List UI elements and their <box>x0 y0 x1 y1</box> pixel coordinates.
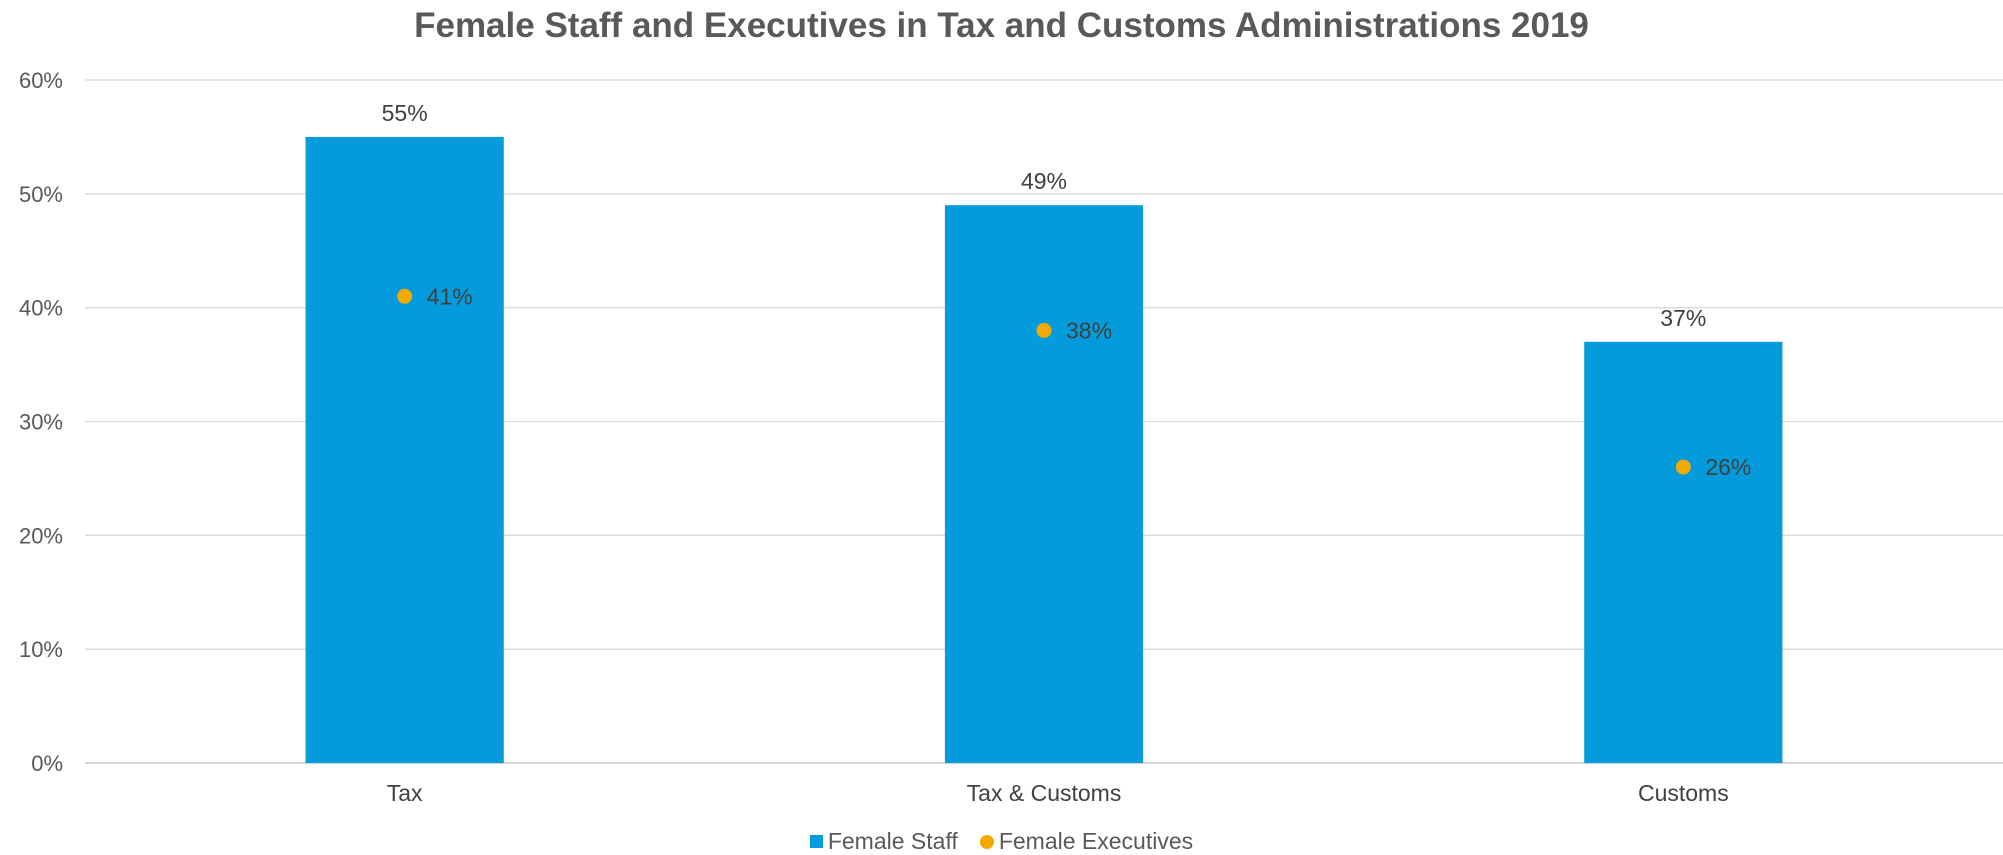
bar-data-label: 55% <box>382 100 428 126</box>
y-tick-label: 20% <box>19 523 63 548</box>
y-tick-label: 0% <box>31 751 63 776</box>
legend-item-female-staff: Female Staff <box>809 828 958 855</box>
legend-label: Female Executives <box>998 828 1194 854</box>
marker-data-label: 38% <box>1066 317 1112 343</box>
legend: Female Staff Female Executives <box>0 828 2003 855</box>
marker-point <box>397 288 413 304</box>
legend-square-icon <box>809 835 823 848</box>
legend-item-female-executives: Female Executives <box>979 828 1194 855</box>
y-tick-label: 60% <box>19 68 63 93</box>
y-tick-label: 40% <box>19 296 63 321</box>
x-tick-label: Tax & Customs <box>967 780 1122 806</box>
bar-data-label: 37% <box>1660 305 1706 331</box>
bar <box>1584 341 1783 763</box>
marker-point <box>1036 322 1052 338</box>
legend-label: Female Staff <box>827 828 958 854</box>
y-tick-label: 10% <box>19 637 63 662</box>
x-tick-label: Customs <box>1638 780 1729 806</box>
bar <box>305 136 504 763</box>
chart-title: Female Staff and Executives in Tax and C… <box>414 6 1589 45</box>
marker-data-label: 41% <box>427 283 473 309</box>
y-tick-label: 50% <box>19 182 63 207</box>
x-tick-label: Tax <box>387 780 423 806</box>
marker-data-label: 26% <box>1705 454 1751 480</box>
y-tick-label: 30% <box>19 410 63 435</box>
bar-data-label: 49% <box>1021 168 1067 194</box>
marker-point <box>1675 459 1691 475</box>
legend-dot-icon <box>979 834 994 849</box>
bar <box>944 205 1144 763</box>
